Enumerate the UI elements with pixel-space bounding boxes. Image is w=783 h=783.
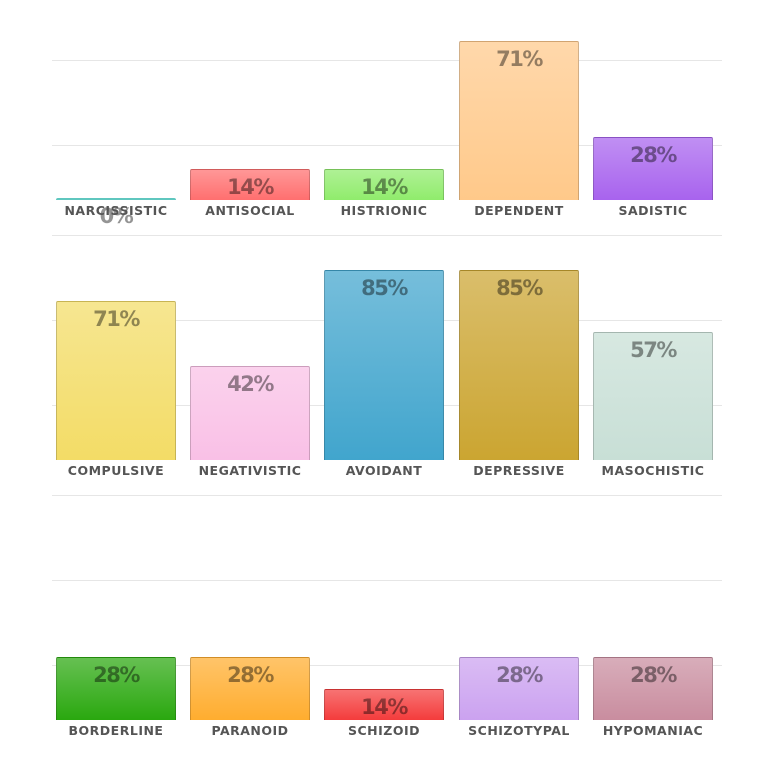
grid-line [52,60,722,61]
bar-dependent [459,41,579,200]
bar-masochistic [593,332,713,460]
bar-value-label: 14% [361,175,408,199]
category-label: SCHIZOTYPAL [468,723,570,738]
grid-line [52,235,722,236]
bar-value-label: 28% [630,663,677,687]
category-label: NEGATIVISTIC [198,463,302,478]
category-label: AVOIDANT [345,463,423,478]
bar-value-label: 28% [93,663,140,687]
bar-borderline [56,657,176,720]
bar-schizotypal [459,657,579,720]
category-label: DEPRESSIVE [473,463,565,478]
bar-hypomaniac [593,657,713,720]
grid-line [52,580,722,581]
category-label: PARANOID [211,723,289,738]
bar-value-label: 57% [630,338,677,362]
bar-schizoid [324,689,444,720]
bar-value-label: 71% [93,307,140,331]
bar-histrionic [324,169,444,200]
bar-value-label: 14% [361,695,408,719]
category-label: HYPOMANIAC [602,723,704,738]
bar-value-label: 85% [496,276,543,300]
bar-compulsive [56,301,176,460]
bar-paranoid [190,657,310,720]
bar-value-label: 0% [99,204,134,228]
bar-avoidant [324,270,444,460]
grid-line [52,495,722,496]
bar-value-label: 28% [630,143,677,167]
grid-line [52,665,722,666]
bar-antisocial [190,169,310,200]
bar-value-label: 28% [496,663,543,687]
category-label: MASOCHISTIC [601,463,705,478]
category-label: ANTISOCIAL [205,203,295,218]
category-label: SADISTIC [618,203,688,218]
category-label: COMPULSIVE [67,463,165,478]
category-label: SCHIZOID [347,723,420,738]
category-label: DEPENDENT [474,203,564,218]
bar-depressive [459,270,579,460]
bar-value-label: 42% [227,372,274,396]
bar-value-label: 85% [361,276,408,300]
category-label: NARCISSISTIC [64,203,168,218]
category-label: HISTRIONIC [340,203,428,218]
category-label: BORDERLINE [68,723,164,738]
bar-value-label: 71% [496,47,543,71]
bar-negativistic [190,366,310,460]
grid-line [52,145,722,146]
bar-value-label: 28% [227,663,274,687]
bar-narcissistic [56,198,176,200]
bar-value-label: 14% [227,175,274,199]
bar-sadistic [593,137,713,200]
